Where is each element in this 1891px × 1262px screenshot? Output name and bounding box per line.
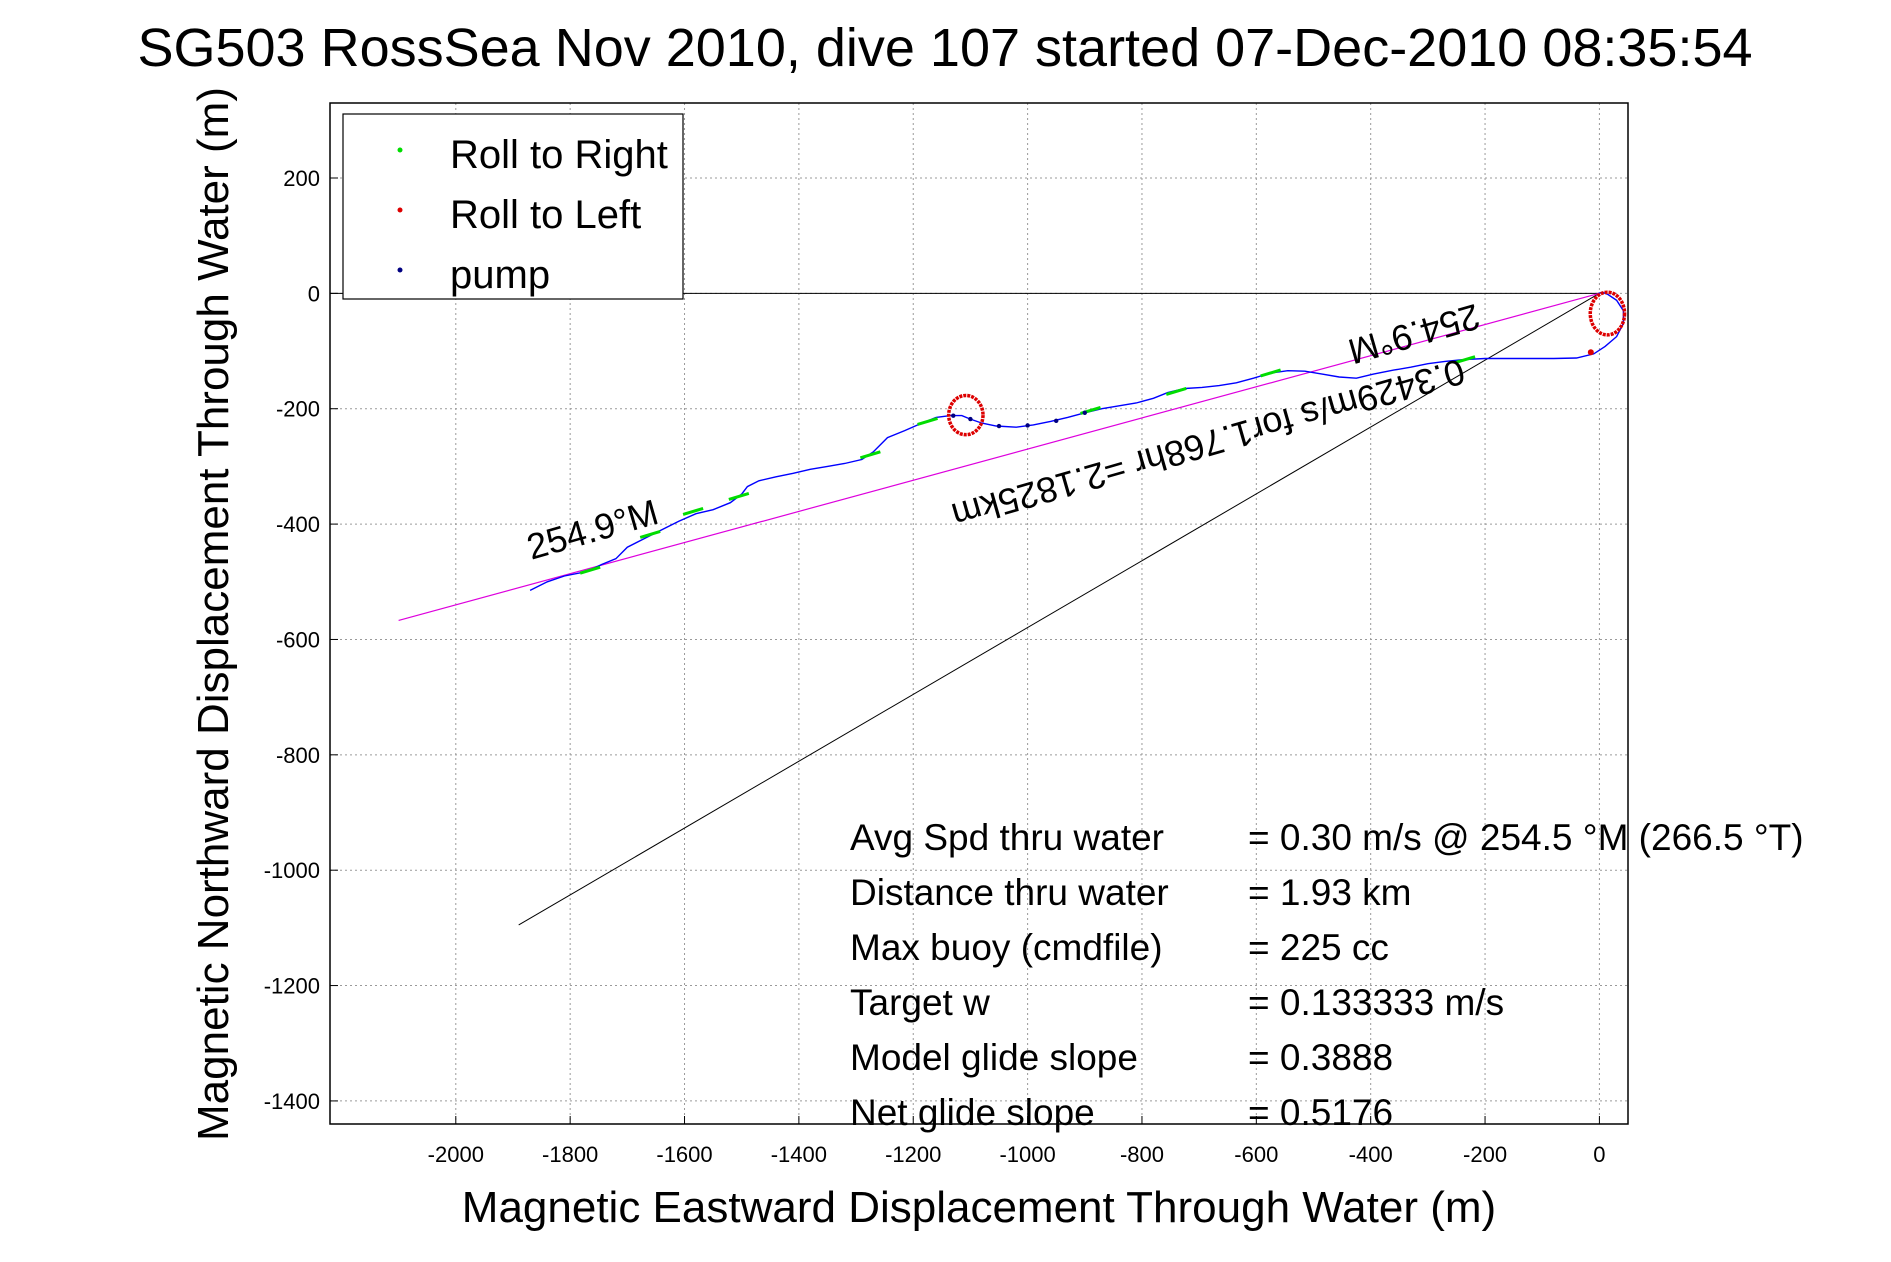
y-tick-label: -200	[276, 397, 320, 422]
roll-right-point	[859, 450, 881, 460]
roll-right-point	[682, 506, 704, 516]
stat-label: Distance thru water	[850, 872, 1169, 913]
y-tick-label: -800	[276, 743, 320, 768]
current-line	[518, 292, 1600, 926]
stat-label: Net glide slope	[850, 1092, 1095, 1133]
stat-value: = 1.93 km	[1248, 872, 1412, 913]
chart-title: SG503 RossSea Nov 2010, dive 107 started…	[137, 18, 1752, 78]
x-tick-label: -2000	[428, 1142, 484, 1167]
legend-marker	[397, 267, 403, 273]
y-tick-label: 0	[308, 281, 320, 306]
x-tick-label: -1600	[656, 1142, 712, 1167]
x-axis-label: Magnetic Eastward Displacement Through W…	[462, 1183, 1496, 1232]
roll-right-point	[728, 491, 750, 501]
y-tick-label: -1000	[264, 858, 320, 883]
plot-border	[329, 102, 1629, 1125]
roll-left-point	[1587, 349, 1594, 356]
stat-value: = 0.30 m/s @ 254.5 °M (266.5 °T)	[1248, 817, 1804, 858]
roll-left-loop	[946, 393, 985, 437]
x-tick-label: -400	[1349, 1142, 1393, 1167]
x-tick-label: 0	[1593, 1142, 1605, 1167]
roll-right-point	[917, 416, 938, 426]
roll-left-loop	[1588, 290, 1627, 337]
stat-value: = 0.3888	[1248, 1037, 1393, 1078]
pump-point	[1025, 423, 1030, 428]
stat-label: Max buoy (cmdfile)	[850, 927, 1163, 968]
stat-value: = 225 cc	[1248, 927, 1389, 968]
pump-point	[1053, 418, 1059, 424]
data-series	[529, 290, 1627, 592]
stats-panel: Avg Spd thru water = 0.30 m/s @ 254.5 °M …	[850, 817, 1804, 1133]
stat-label: Model glide slope	[850, 1037, 1138, 1078]
y-tick-labels: 200 0 -200 -400 -600 -800 -1000 -1200 -1400	[264, 166, 320, 1114]
legend: Roll to Right Roll to Left pump	[342, 113, 684, 300]
x-tick-label: -1400	[771, 1142, 827, 1167]
y-tick-label: -400	[276, 512, 320, 537]
legend-label: Roll to Left	[450, 193, 641, 237]
x-tick-labels: -2000 -1800 -1600 -1400 -1200 -1000 -800 -600 -4…	[428, 1142, 1606, 1167]
y-tick-label: -1400	[264, 1089, 320, 1114]
x-tick-label: -1000	[999, 1142, 1055, 1167]
pump-point	[1082, 410, 1087, 415]
legend-marker	[397, 147, 403, 153]
roll-right-point	[579, 565, 601, 575]
roll-right-point	[1454, 355, 1476, 365]
x-tick-label: -600	[1234, 1142, 1278, 1167]
stat-label: Target w	[850, 982, 990, 1023]
x-tick-label: -1800	[542, 1142, 598, 1167]
stat-value: = 0.5176	[1248, 1092, 1393, 1133]
roll-right-point	[639, 530, 661, 539]
roll-right-point	[1260, 368, 1282, 378]
stat-value: = 0.133333 m/s	[1248, 982, 1504, 1023]
x-tick-label: -1200	[885, 1142, 941, 1167]
x-tick-label: -800	[1120, 1142, 1164, 1167]
y-tick-label: -600	[276, 627, 320, 652]
stat-label: Avg Spd thru water	[850, 817, 1164, 858]
y-tick-label: -1200	[264, 974, 320, 999]
roll-right-point	[1165, 386, 1187, 396]
pump-point	[968, 416, 973, 422]
x-tick-label: -200	[1463, 1142, 1507, 1167]
pump-point	[996, 423, 1002, 429]
y-axis-label: Magnetic Northward Displacement Through …	[189, 87, 238, 1141]
legend-label: pump	[450, 253, 550, 297]
legend-label: Roll to Right	[450, 133, 668, 177]
legend-marker	[397, 207, 403, 213]
y-tick-label: 200	[283, 166, 320, 191]
pump-point	[951, 413, 956, 418]
